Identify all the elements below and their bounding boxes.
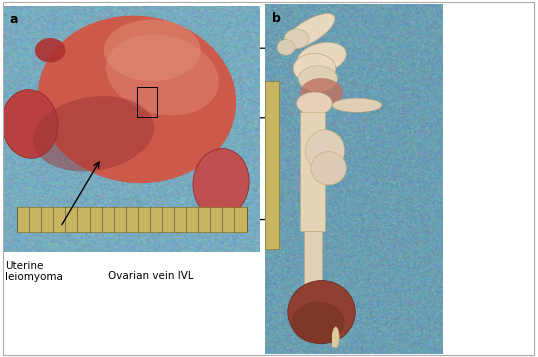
Text: Ovarian vein IVL: Ovarian vein IVL [108,271,193,281]
Ellipse shape [284,29,309,48]
Text: Uterine
leiomyoma: Uterine leiomyoma [5,261,63,282]
Bar [304,231,322,284]
Ellipse shape [104,20,201,81]
Bar [332,333,338,347]
Ellipse shape [311,152,346,185]
Ellipse shape [296,92,332,115]
Bar [137,87,157,117]
Ellipse shape [288,281,355,344]
Ellipse shape [300,78,343,108]
Text: a: a [9,14,18,26]
Bar [265,81,279,249]
Ellipse shape [297,42,346,73]
Text: IVC part of IVL: IVC part of IVL [277,111,352,121]
Ellipse shape [35,38,66,62]
Ellipse shape [332,327,339,348]
Ellipse shape [2,90,58,158]
Text: Iliac vein IVL: Iliac vein IVL [277,209,343,219]
Ellipse shape [332,98,382,112]
Ellipse shape [106,34,219,115]
Ellipse shape [277,40,295,55]
Bar [300,112,325,231]
Ellipse shape [306,130,344,172]
Text: Intracardiac part
of IVL: Intracardiac part of IVL [277,45,364,66]
Ellipse shape [291,302,344,344]
Ellipse shape [33,96,154,171]
Ellipse shape [38,16,236,183]
Ellipse shape [299,66,337,92]
Ellipse shape [193,149,249,217]
Ellipse shape [284,14,335,50]
Bar [17,207,246,232]
Text: b: b [272,12,281,25]
Ellipse shape [293,54,336,83]
